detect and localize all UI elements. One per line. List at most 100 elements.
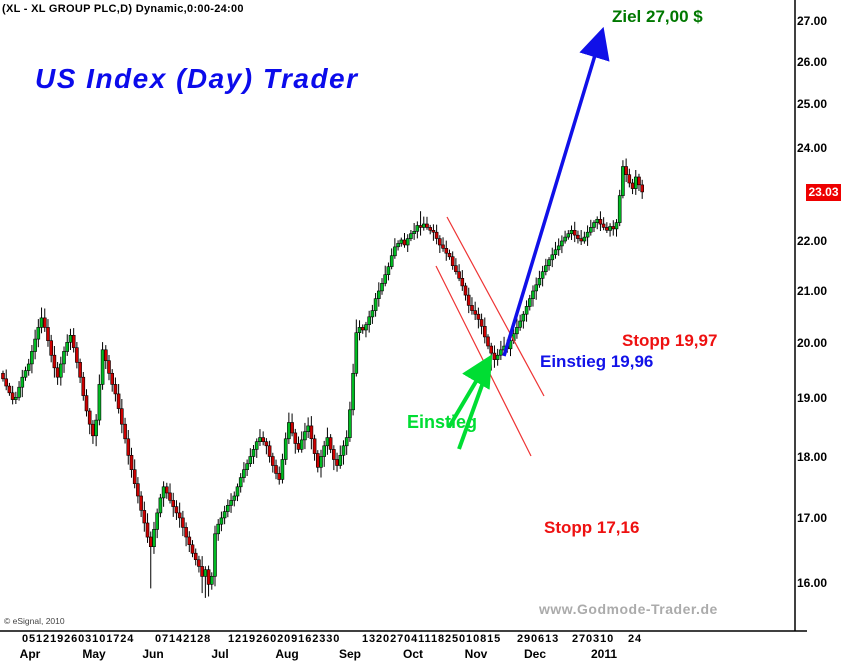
- candle: [534, 277, 539, 300]
- candle: [322, 440, 327, 467]
- y-axis-label: 24.00: [797, 141, 828, 155]
- candle: [171, 492, 175, 517]
- y-axis-label: 18.00: [797, 450, 828, 464]
- y-axis-label: 26.00: [797, 55, 828, 69]
- candle: [633, 170, 638, 195]
- candle: [515, 318, 519, 339]
- candle: [274, 459, 278, 480]
- entry-marker-annotation: Einstieg: [407, 412, 478, 432]
- candle: [360, 324, 365, 334]
- candle: [389, 248, 394, 270]
- candle: [177, 502, 182, 528]
- candle: [331, 445, 336, 471]
- candle: [405, 234, 410, 252]
- candle: [123, 417, 127, 444]
- candle: [71, 328, 76, 353]
- candle: [94, 414, 98, 447]
- candle: [20, 369, 25, 398]
- candle: [200, 556, 204, 594]
- candle: [566, 230, 571, 240]
- candle: [608, 223, 612, 237]
- candle: [120, 399, 124, 434]
- candle: [258, 429, 262, 446]
- candle: [328, 434, 333, 454]
- candle: [165, 482, 169, 499]
- candle: [248, 448, 253, 467]
- candle: [409, 230, 413, 242]
- candle: [348, 401, 352, 442]
- blue-trend-arrow: [502, 26, 610, 357]
- candle: [325, 427, 330, 455]
- candle: [553, 241, 558, 259]
- candle: [104, 345, 108, 369]
- candle: [380, 278, 384, 295]
- x-axis-month-label: May: [82, 647, 106, 661]
- candle: [479, 313, 484, 335]
- candle: [26, 358, 31, 376]
- candle: [129, 447, 134, 478]
- candle: [190, 540, 195, 558]
- candle: [547, 257, 551, 271]
- candle: [592, 220, 596, 232]
- candle: [229, 493, 233, 513]
- candle: [261, 431, 266, 446]
- candle: [572, 221, 577, 243]
- candle: [283, 432, 288, 465]
- candle: [640, 179, 645, 199]
- candle: [399, 237, 404, 247]
- candle: [312, 434, 317, 461]
- candle: [621, 160, 625, 199]
- candle: [598, 211, 603, 231]
- candle: [39, 307, 44, 334]
- candle: [84, 389, 89, 417]
- candle: [595, 216, 600, 230]
- candle: [396, 240, 400, 251]
- y-axis-label: 17.00: [797, 511, 828, 525]
- candle: [495, 348, 500, 366]
- candle: [335, 452, 339, 472]
- x-axis-day-group: 1219260209162330: [228, 633, 341, 645]
- candle: [23, 366, 28, 381]
- candle: [617, 189, 622, 227]
- candle: [216, 519, 220, 541]
- candle: [499, 340, 503, 360]
- candle: [393, 238, 397, 259]
- candle: [303, 422, 307, 450]
- candle: [287, 412, 291, 444]
- candle: [245, 459, 249, 476]
- candle: [168, 483, 172, 504]
- candle: [52, 346, 57, 378]
- x-axis-day-group: 13202704111825010815: [362, 633, 502, 645]
- y-axis-label: 22.00: [797, 234, 828, 248]
- candle: [412, 223, 416, 240]
- candle: [62, 346, 66, 373]
- watermark: www.Godmode-Trader.de: [539, 601, 718, 617]
- candle: [296, 436, 301, 453]
- candle: [576, 230, 580, 244]
- candle: [145, 513, 150, 543]
- candle: [235, 483, 240, 502]
- candle: [524, 300, 529, 322]
- candle: [155, 508, 159, 539]
- candle: [81, 372, 86, 401]
- candle: [466, 287, 471, 314]
- candle: [210, 572, 214, 590]
- candle: [17, 381, 21, 401]
- candle: [4, 369, 8, 391]
- candle: [187, 531, 192, 552]
- candle: [614, 219, 619, 237]
- target-annotation: Ziel 27,00 $: [612, 7, 703, 26]
- candle: [299, 431, 304, 453]
- candle: [344, 430, 349, 455]
- candle: [68, 328, 73, 350]
- headline: US Index (Day) Trader: [35, 63, 359, 94]
- candle: [242, 462, 246, 483]
- candle: [65, 334, 69, 356]
- y-axis-label: 27.00: [797, 14, 828, 28]
- candle: [7, 382, 12, 396]
- candle: [97, 374, 102, 426]
- candle: [437, 235, 442, 253]
- candle: [219, 511, 224, 532]
- candle: [30, 345, 34, 374]
- stop-upper-annotation: Stopp 19,97: [622, 331, 718, 350]
